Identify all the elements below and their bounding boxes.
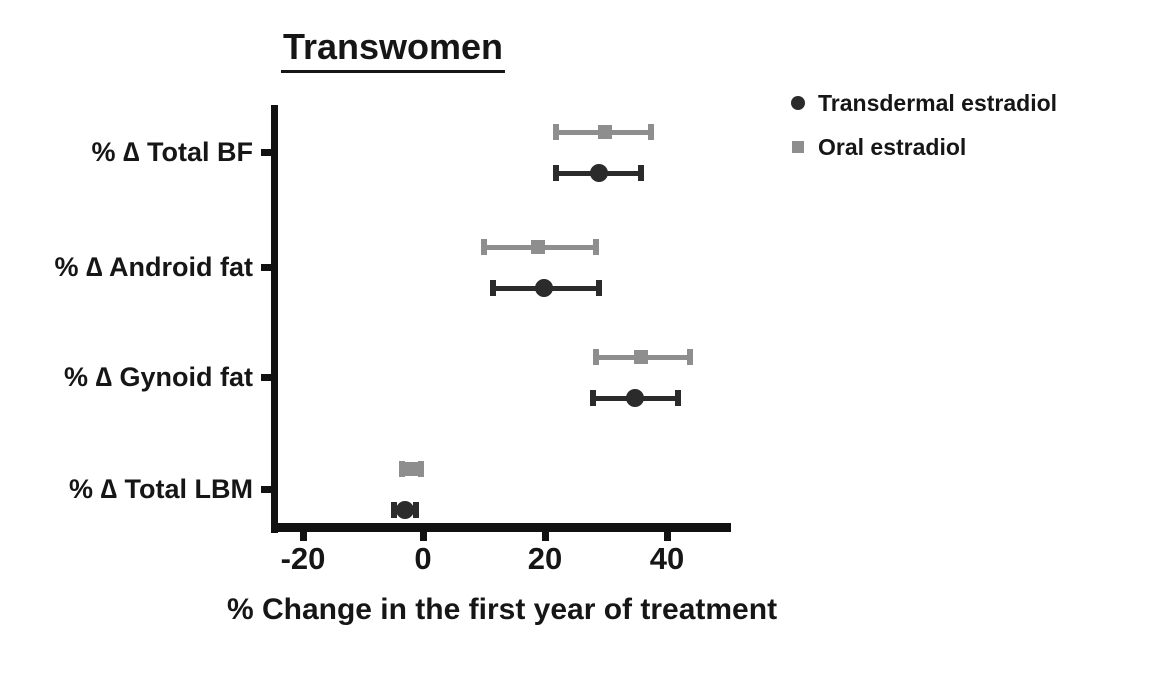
errorbar-transdermal-estradiol-total-bf-cap-high (638, 165, 645, 181)
legend-marker-cell (778, 141, 818, 153)
legend-marker-cell (778, 96, 818, 110)
errorbar-oral-estradiol-gynoid-fat-marker-square (634, 350, 649, 364)
chart-title: Transwomen (280, 26, 506, 73)
errorbar-transdermal-estradiol-total-bf-cap-low (553, 165, 560, 181)
legend-item-oral-estradiol: Oral estradiol (778, 132, 1057, 162)
errorbar-transdermal-estradiol-android-fat-marker-circle (535, 279, 554, 297)
y-axis-tick (261, 486, 271, 493)
x-tick-label: 20 (527, 541, 563, 576)
y-axis-tick (261, 374, 271, 381)
y-axis-line (271, 105, 278, 533)
legend-label: Transdermal estradiol (818, 89, 1058, 116)
y-category-label-gynoid-fat: % ∆ Gynoid fat (63, 362, 253, 392)
errorbar-oral-estradiol-gynoid-fat-cap-low (592, 349, 599, 365)
y-category-label-total-bf: % ∆ Total BF (91, 137, 253, 167)
x-axis-tick (542, 531, 549, 541)
errorbar-oral-estradiol-android-fat-marker-square (531, 240, 546, 254)
errorbar-transdermal-estradiol-total-lbm-cap-high (412, 502, 419, 518)
y-axis-tick (261, 149, 271, 156)
errorbar-transdermal-estradiol-total-lbm-cap-low (390, 502, 397, 518)
errorbar-oral-estradiol-gynoid-fat-cap-high (686, 349, 693, 365)
y-category-label-total-lbm: % ∆ Total LBM (68, 474, 253, 504)
errorbar-transdermal-estradiol-gynoid-fat-marker-circle (626, 389, 645, 407)
filled-square-icon (792, 141, 804, 153)
errorbar-transdermal-estradiol-android-fat-cap-low (489, 280, 496, 296)
legend-label: Oral estradiol (818, 133, 967, 160)
errorbar-oral-estradiol-total-bf-cap-high (647, 124, 654, 140)
errorbar-transdermal-estradiol-android-fat-cap-high (595, 280, 602, 296)
legend: Transdermal estradiol Oral estradiol (778, 88, 1057, 176)
filled-circle-icon (791, 96, 805, 110)
errorbar-oral-estradiol-total-lbm-marker-square (403, 462, 418, 476)
errorbar-transdermal-estradiol-total-bf-marker-circle (589, 164, 608, 182)
errorbar-oral-estradiol-total-lbm-cap-high (418, 461, 425, 477)
y-category-label-android-fat: % ∆ Android fat (54, 252, 253, 282)
errorbar-oral-estradiol-total-bf-cap-low (553, 124, 560, 140)
errorbar-oral-estradiol-total-bf-marker-square (598, 125, 612, 139)
x-axis-tick (664, 531, 671, 541)
legend-item-transdermal-estradiol: Transdermal estradiol (778, 88, 1057, 118)
x-tick-label: 0 (414, 541, 432, 576)
x-axis-tick (300, 531, 307, 541)
x-axis-title: % Change in the first year of treatment (226, 593, 778, 626)
errorbar-oral-estradiol-android-fat-cap-high (592, 239, 599, 255)
x-axis-line (271, 523, 731, 532)
errorbar-transdermal-estradiol-gynoid-fat-cap-high (674, 390, 681, 406)
x-tick-label: 40 (649, 541, 685, 576)
x-tick-label: -20 (280, 541, 326, 576)
errorbar-transdermal-estradiol-gynoid-fat-cap-low (589, 390, 596, 406)
x-axis-tick (420, 531, 427, 541)
errorbar-oral-estradiol-android-fat-cap-low (480, 239, 487, 255)
errorbar-oral-estradiol-total-lbm-cap-low (398, 461, 405, 477)
y-axis-tick (261, 264, 271, 271)
errorbar-transdermal-estradiol-total-lbm-marker-circle (395, 501, 414, 519)
